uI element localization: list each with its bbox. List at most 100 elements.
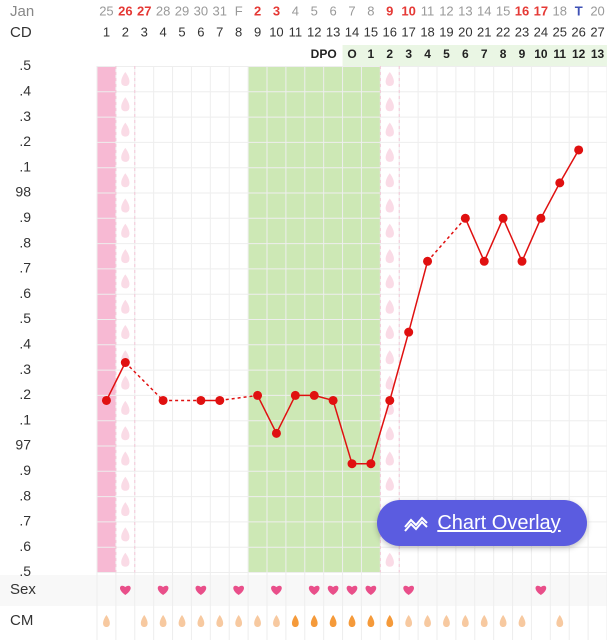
temp-line	[464, 217, 485, 262]
cm-drop	[480, 615, 488, 627]
cd-label: 6	[197, 24, 204, 39]
spot-drop	[385, 97, 394, 112]
cd-label: 8	[235, 24, 242, 39]
temp-point	[498, 213, 508, 223]
y-tick-label: .2	[19, 133, 31, 149]
y-tick-label: .9	[19, 462, 31, 478]
cm-drop	[348, 615, 356, 627]
cm-drop	[461, 615, 469, 627]
y-tick-label: .5	[19, 310, 31, 326]
cm-drop	[216, 615, 224, 627]
cd-label: 24	[534, 24, 548, 39]
cm-drop	[518, 615, 526, 627]
temp-line	[332, 400, 353, 464]
cd-label: 18	[420, 24, 434, 39]
spot-drop	[385, 274, 394, 289]
cm-drop	[291, 615, 299, 627]
spot-drop	[121, 97, 130, 112]
date-label: T	[575, 3, 583, 18]
cm-drop	[178, 615, 186, 627]
cd-label: 25	[553, 24, 567, 39]
date-label: 28	[156, 3, 170, 18]
y-tick-label: .6	[19, 538, 31, 554]
cm-drop	[310, 615, 318, 627]
dpo-label: 3	[405, 47, 412, 61]
cd-label: 20	[458, 24, 472, 39]
row-label: CD	[10, 24, 32, 41]
cd-label: 7	[216, 24, 223, 39]
y-tick-label: .2	[19, 386, 31, 402]
temp-line	[483, 217, 504, 262]
date-label: 29	[175, 3, 189, 18]
temp-point	[215, 395, 225, 405]
date-label: F	[235, 3, 243, 18]
temp-line	[389, 331, 410, 401]
temp-point	[517, 256, 527, 266]
sex-heart	[195, 585, 207, 595]
temp-line	[502, 217, 523, 262]
sex-heart	[403, 585, 415, 595]
spot-drop	[121, 173, 130, 188]
spot-drop	[121, 198, 130, 213]
cd-label: 1	[103, 24, 110, 39]
date-label: 11	[421, 3, 435, 18]
date-label: 5	[311, 3, 318, 18]
dpo-band	[342, 45, 607, 66]
y-tick-label: 98	[15, 184, 31, 200]
row-label: DPO	[311, 47, 337, 61]
temp-point	[328, 395, 338, 405]
temp-point	[574, 145, 584, 155]
cm-drop	[386, 615, 394, 627]
temp-point	[271, 428, 281, 438]
spot-drop	[121, 249, 130, 264]
date-label: 27	[137, 3, 151, 18]
y-tick-label: .1	[19, 158, 31, 174]
y-tick-label: .7	[19, 513, 31, 529]
date-label: 13	[458, 3, 472, 18]
spot-drop	[121, 375, 130, 390]
dpo-label: 2	[386, 47, 393, 61]
spot-drop	[121, 552, 130, 567]
spot-drop	[121, 400, 130, 415]
cm-drop	[273, 615, 280, 627]
dpo-label: 1	[368, 47, 375, 61]
y-tick-label: .5	[19, 57, 31, 73]
cd-label: 5	[178, 24, 185, 39]
spot-drop	[385, 552, 394, 567]
dpo-label: 12	[572, 47, 586, 61]
date-label: 4	[292, 3, 299, 18]
sex-heart	[157, 585, 169, 595]
spot-drop	[121, 476, 130, 491]
sex-heart	[346, 585, 358, 595]
cm-drop	[235, 615, 243, 627]
temp-line	[407, 261, 429, 333]
temp-line	[540, 182, 561, 219]
sex-heart	[535, 585, 547, 595]
date-label: 16	[515, 3, 529, 18]
spot-drop	[385, 249, 394, 264]
date-label: 31	[213, 3, 227, 18]
temp-line	[426, 217, 466, 262]
cd-label: 15	[364, 24, 378, 39]
temp-point	[366, 459, 376, 469]
temp-line	[370, 400, 391, 464]
dpo-label: 5	[443, 47, 450, 61]
cd-label: 17	[401, 24, 415, 39]
chart-overlay-button[interactable]: Chart Overlay	[377, 500, 587, 546]
cd-label: 2	[122, 24, 129, 39]
dpo-label: 4	[424, 47, 431, 61]
spot-drop	[121, 72, 130, 86]
spot-drop	[385, 451, 394, 466]
spot-drop	[121, 527, 130, 542]
spot-drop	[121, 299, 130, 314]
cm-drop	[140, 615, 148, 627]
temp-line	[275, 395, 297, 434]
cm-drop	[367, 615, 375, 627]
temp-point	[479, 256, 489, 266]
temp-point	[385, 395, 395, 405]
date-label: 10	[401, 3, 415, 18]
temp-line	[219, 394, 258, 402]
dpo-label: 9	[519, 47, 526, 61]
date-label: 15	[496, 3, 510, 18]
